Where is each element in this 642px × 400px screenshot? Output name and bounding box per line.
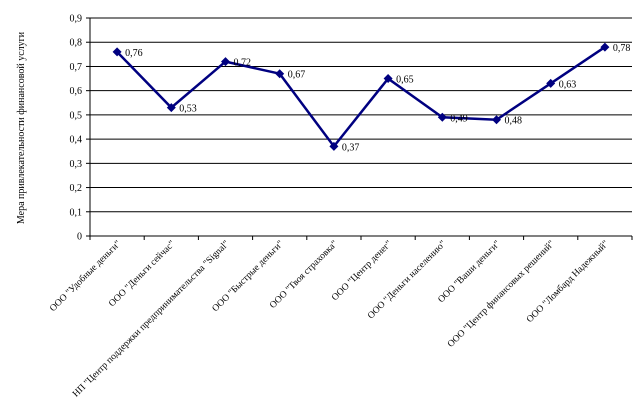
series-line-path [116, 46, 606, 149]
y-tick-label: 0,3 [70, 159, 83, 170]
data-label: 0,78 [613, 43, 631, 54]
data-label: 0,53 [179, 104, 197, 115]
category-label: ООО "Центр денег" [330, 239, 394, 303]
data-point-marker [329, 141, 339, 151]
data-label: 0,48 [505, 116, 523, 127]
data-point-marker [221, 57, 230, 67]
y-axis-title: Мера привлекательности финансовой услуги [16, 31, 27, 224]
data-label: 0,49 [450, 113, 468, 124]
x-category-labels: ООО "Удобные деньги"ООО "Деньги сейчас"Н… [48, 238, 612, 399]
category-label: ООО "Центр финансовых решений" [445, 238, 557, 350]
data-label: 0,67 [288, 70, 306, 81]
data-point-marker [166, 103, 176, 113]
data-point-marker [275, 69, 285, 79]
data-label: 0,76 [125, 48, 143, 59]
data-label: 0,37 [342, 142, 360, 153]
y-tick-label: 0,1 [70, 207, 83, 218]
y-tick-label: 0,8 [70, 38, 83, 49]
y-tick-label: 0,7 [70, 62, 83, 73]
y-tick-label: 0,9 [70, 14, 83, 25]
data-point-marker [546, 78, 556, 88]
data-point-marker [492, 115, 501, 125]
y-tick-label: 0,5 [70, 110, 83, 121]
y-tick-label: 0 [77, 232, 82, 243]
y-tick-label: 0,4 [70, 135, 83, 146]
series-line [112, 42, 610, 151]
data-label: 0,72 [234, 58, 252, 69]
data-point-marker [112, 47, 122, 57]
gridlines [90, 17, 632, 213]
data-point-marker [600, 42, 610, 52]
y-tick-label: 0,6 [70, 86, 83, 97]
y-tick-labels: 0 0,1 0,2 0,3 0,4 0,5 0,6 0,7 0,8 0,9 [70, 14, 83, 243]
data-label: 0,63 [559, 79, 577, 90]
y-tick-label: 0,2 [70, 183, 83, 194]
axes [86, 17, 633, 240]
data-labels: 0,76 0,53 0,72 0,67 0,37 0,65 0,49 0,48 0,63 0,78 [125, 43, 630, 153]
data-label: 0,65 [396, 75, 414, 86]
data-point-marker [383, 74, 393, 84]
data-point-marker [437, 112, 447, 122]
